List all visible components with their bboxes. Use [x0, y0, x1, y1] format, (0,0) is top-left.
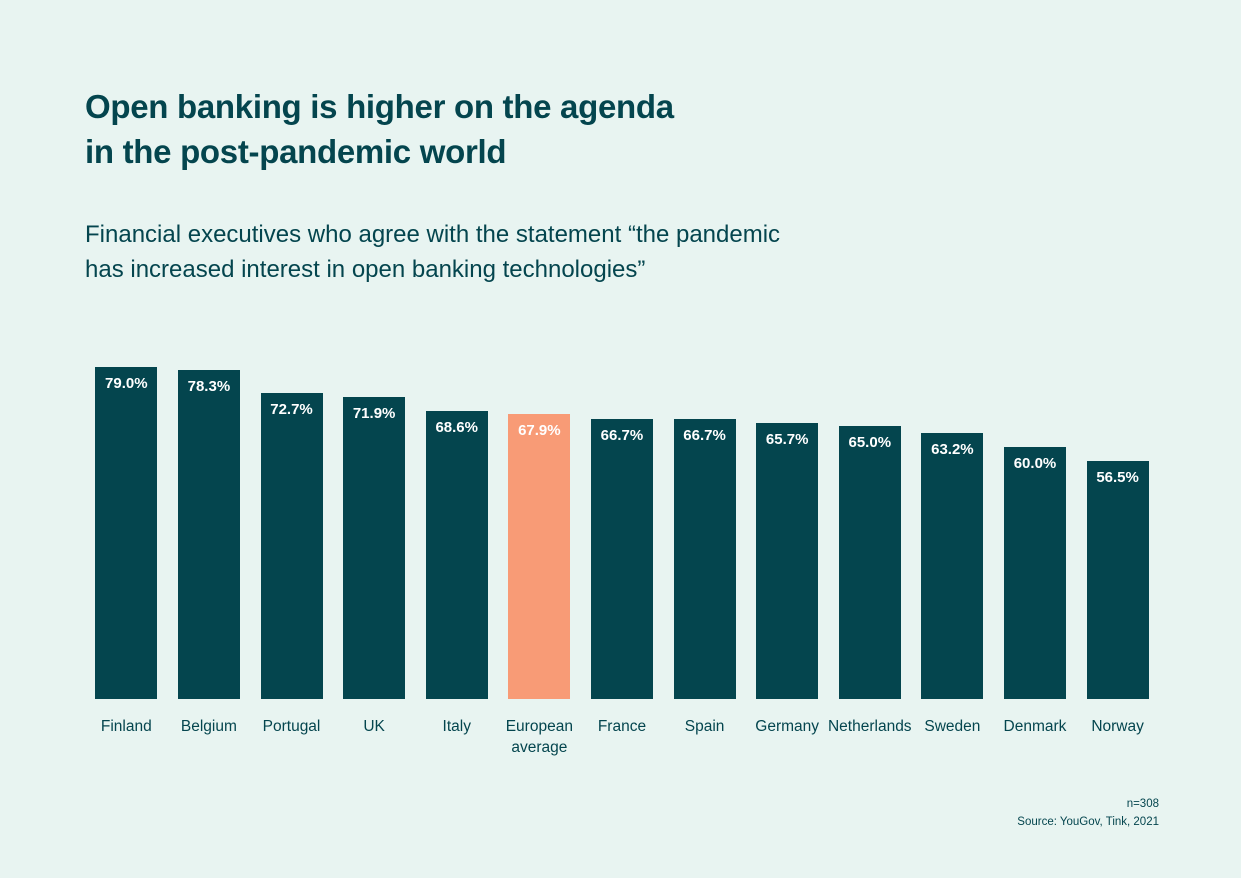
bar-category-label: France	[597, 717, 647, 735]
bar-value-label: 63.2%	[931, 441, 974, 459]
bar: 66.7%	[590, 418, 653, 699]
bar-category-label: Belgium	[180, 717, 237, 735]
bar: 65.0%	[838, 425, 901, 699]
bar-value-label: 60.0%	[1013, 454, 1057, 472]
bar-category-label: Portugal	[262, 717, 321, 735]
bar-value-label: 79.0%	[105, 374, 148, 392]
bar-column: 78.3% Belgium	[168, 365, 251, 735]
bar-column: 66.7% Spain	[663, 365, 746, 735]
bar-category-label: Germany	[755, 717, 820, 735]
bar-category-label: European average	[505, 717, 573, 756]
bar: 60.0%	[1004, 446, 1066, 699]
bar: 78.3%	[177, 369, 240, 699]
bar-value-label: 67.9%	[518, 421, 561, 439]
bar-category-label: Spain	[684, 717, 725, 735]
bar-value-label: 71.9%	[352, 404, 396, 422]
bar-value-label: 56.5%	[1096, 469, 1139, 487]
bar-column: 63.2% Sweden	[911, 365, 994, 735]
bar-value-label: 72.7%	[270, 401, 313, 419]
sample-size-label: n=308	[1126, 797, 1159, 810]
chart-footer: n=308 Source: YouGov, Tink, 2021	[85, 795, 1159, 832]
bar-category-label: Denmark	[1003, 717, 1067, 735]
bar-value-label: 65.7%	[765, 430, 809, 448]
bar-chart: 79.0% Finland 78.3% Belgium 72.7% Portugal 71.…	[85, 365, 1159, 756]
bar-value-label: 78.3%	[187, 377, 231, 395]
bar-value-label: 66.7%	[600, 426, 644, 444]
bar-value-label: 68.6%	[435, 418, 478, 436]
bar-column: 79.0% Finland	[85, 365, 168, 735]
bar-highlight: 67.9%	[508, 413, 571, 699]
bar-column: 67.9% European average	[498, 365, 581, 756]
bar: 68.6%	[425, 410, 488, 699]
bar-column: 65.7% Germany	[746, 365, 829, 735]
bar: 79.0%	[95, 366, 158, 699]
bar-category-label: Finland	[100, 717, 152, 735]
page-subtitle: Financial executives who agree with the …	[85, 221, 781, 283]
bar-category-label: Italy	[442, 717, 471, 735]
bar-column: 66.7% France	[581, 365, 664, 735]
bar: 71.9%	[343, 396, 406, 699]
bar-column: 56.5% Norway	[1076, 365, 1159, 735]
bar-category-label: Norway	[1091, 717, 1144, 735]
bar: 56.5%	[1086, 461, 1149, 699]
infographic: Open banking is higher on the agenda in …	[85, 88, 1159, 832]
bar: 72.7%	[260, 393, 323, 699]
bar-column: 68.6% Italy	[415, 365, 498, 735]
bar-column: 65.0% Netherlands	[828, 365, 912, 735]
bar-value-label: 66.7%	[683, 426, 726, 444]
bar-category-label: Sweden	[924, 717, 981, 735]
bar-column: 72.7% Portugal	[250, 365, 333, 735]
bar: 66.7%	[673, 418, 736, 699]
bar-column: 71.9% UK	[333, 365, 416, 735]
bar-column: 60.0% Denmark	[994, 365, 1077, 735]
bar: 63.2%	[921, 433, 984, 699]
source-label: Source: YouGov, Tink, 2021	[1017, 816, 1159, 829]
bar: 65.7%	[756, 422, 819, 699]
bar-category-label: UK	[363, 717, 385, 735]
bar-value-label: 65.0%	[848, 433, 892, 451]
bar-category-label: Netherlands	[827, 717, 912, 735]
page-title: Open banking is higher on the agenda in …	[85, 88, 674, 170]
